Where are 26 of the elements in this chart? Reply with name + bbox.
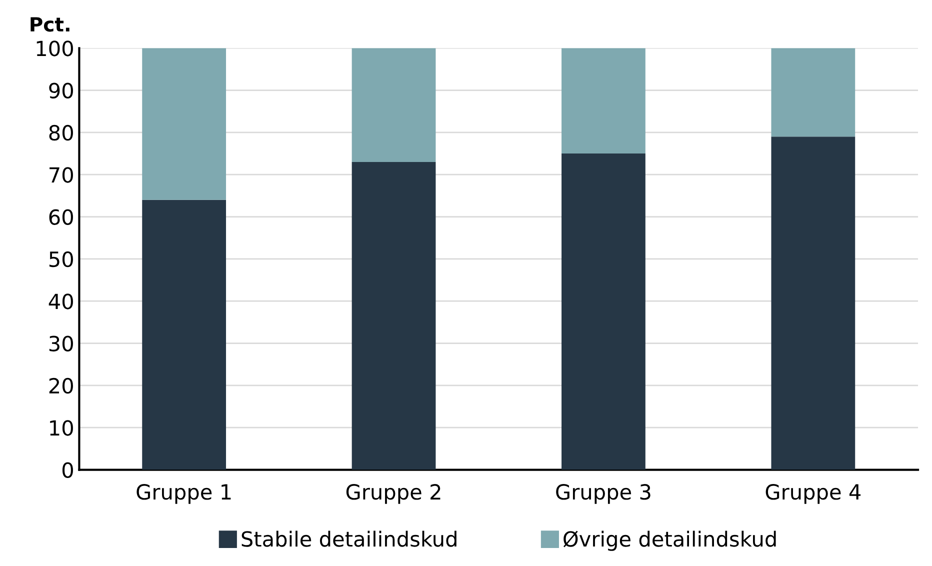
y-tick-label: 10 [50,420,73,436]
bar [771,136,856,470]
legend-label: Stabile detailindskud [242,530,456,547]
y-tick-label: 60 [49,209,73,225]
y-tick-label: 80 [49,124,73,141]
bar [352,48,436,162]
bar [562,154,646,470]
y-tick-label: 0 [62,462,73,478]
bar [142,48,226,200]
bar [352,162,436,470]
y-tick-label: 30 [49,336,73,352]
bar [142,200,226,470]
y-tick-label: 100 [36,40,73,56]
legend-label: Øvrige detailindskud [563,530,776,551]
y-tick-label: 20 [49,378,73,394]
bar [771,48,856,137]
y-tick-label: 40 [48,294,73,310]
y-tick-label: 50 [49,251,73,268]
y-tick-label: 70 [50,167,73,183]
x-tick-label: Gruppe 1 [136,484,231,504]
x-tick-label: Gruppe 4 [766,484,861,504]
y-axis-title: Pct. [30,17,70,32]
bar [562,48,646,154]
y-tick-label: 90 [49,82,73,98]
x-tick-label: Gruppe 3 [556,484,650,504]
x-tick-label: Gruppe 2 [346,484,440,504]
